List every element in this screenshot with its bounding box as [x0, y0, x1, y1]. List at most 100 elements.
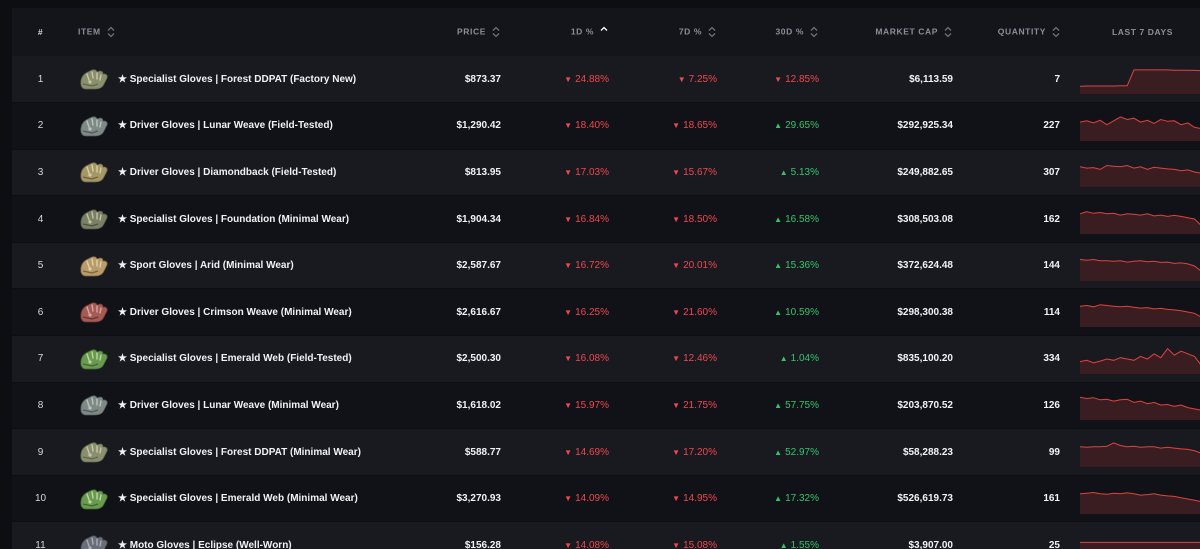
item-cell[interactable]: ★ Specialist Gloves | Emerald Web (Minim…: [69, 475, 394, 522]
header-market-cap[interactable]: MARKET CAP: [819, 8, 953, 56]
item-cell[interactable]: ★ Driver Gloves | Diamondback (Field-Tes…: [69, 149, 394, 196]
header-item[interactable]: ITEM: [69, 8, 394, 56]
item-cell[interactable]: ★ Specialist Gloves | Forest DDPAT (Fact…: [69, 56, 394, 103]
market-cap-value: $292,925.34: [897, 120, 953, 132]
sparkline-area: [1080, 259, 1200, 281]
header-1d[interactable]: 1D %: [501, 8, 609, 56]
quantity-cell: 162: [953, 195, 1060, 243]
item-cell[interactable]: ★ Specialist Gloves | Emerald Web (Field…: [69, 335, 394, 383]
table-row[interactable]: 3 ★ Driver Gloves | Diamondback (Field-T…: [12, 149, 1200, 196]
down-arrow-icon: ▼: [564, 167, 573, 177]
item-name[interactable]: ★ Driver Gloves | Crimson Weave (Minimal…: [118, 306, 352, 318]
sparkline-area: [1080, 69, 1200, 95]
sparkline-cell: [1060, 335, 1200, 383]
item-name[interactable]: ★ Specialist Gloves | Forest DDPAT (Mini…: [118, 446, 361, 458]
table-row[interactable]: 10 ★ Specialist Gloves | Emerald Web (Mi…: [12, 475, 1200, 522]
item-name[interactable]: ★ Specialist Gloves | Forest DDPAT (Fact…: [118, 73, 357, 85]
market-cap-value: $3,907.00: [908, 539, 954, 549]
header-7d[interactable]: 7D %: [609, 8, 717, 56]
sort-icon[interactable]: [492, 26, 500, 38]
change-30d-cell: ▲ 5.13%: [717, 149, 819, 196]
rank-value: 1: [37, 73, 44, 85]
rank-value: 11: [35, 539, 46, 549]
item-cell[interactable]: ★ Specialist Gloves | Forest DDPAT (Mini…: [69, 428, 394, 476]
change-30d-cell: ▲ 29.65%: [717, 102, 819, 150]
item-name[interactable]: ★ Sport Gloves | Arid (Minimal Wear): [118, 260, 294, 272]
item-cell[interactable]: ★ Driver Gloves | Crimson Weave (Minimal…: [69, 288, 394, 336]
market-cap-value: $58,288.23: [902, 446, 953, 458]
sparkline-line: [1080, 69, 1200, 87]
header-price[interactable]: PRICE: [394, 8, 501, 56]
header-last-7-days: LAST 7 DAYS: [1060, 8, 1200, 56]
header-30d[interactable]: 30D %: [717, 8, 819, 56]
item-cell[interactable]: ★ Moto Gloves | Eclipse (Well-Worn): [69, 521, 394, 549]
item-name[interactable]: ★ Driver Gloves | Lunar Weave (Field-Tes…: [118, 120, 333, 132]
market-cap-cell: $298,300.38: [819, 288, 953, 336]
change-value: 18.65%: [683, 120, 717, 132]
change-value: 20.01%: [683, 260, 717, 272]
price-cell: $588.77: [394, 428, 501, 476]
item-cell[interactable]: ★ Specialist Gloves | Foundation (Minima…: [69, 195, 394, 243]
table-row[interactable]: 8 ★ Driver Gloves | Lunar Weave (Minimal…: [12, 382, 1200, 429]
item-name[interactable]: ★ Specialist Gloves | Emerald Web (Minim…: [118, 493, 358, 505]
sparkline-line: [1080, 258, 1200, 271]
price-value: $2,500.30: [456, 353, 502, 365]
change-value: 14.08%: [575, 539, 609, 549]
item-name[interactable]: ★ Driver Gloves | Diamondback (Field-Tes…: [118, 166, 337, 178]
item-name[interactable]: ★ Driver Gloves | Lunar Weave (Minimal W…: [118, 399, 339, 411]
rank-cell: 10: [12, 475, 69, 522]
table-row[interactable]: 4 ★ Specialist Gloves | Foundation (Mini…: [12, 195, 1200, 243]
sparkline-line: [1080, 304, 1200, 318]
sort-ascending-icon[interactable]: [600, 26, 608, 38]
sort-icon[interactable]: [944, 26, 952, 38]
table-row[interactable]: 9 ★ Specialist Gloves | Forest DDPAT (Mi…: [12, 428, 1200, 476]
quantity-cell: 25: [953, 521, 1060, 549]
item-cell[interactable]: ★ Driver Gloves | Lunar Weave (Minimal W…: [69, 382, 394, 429]
header-quantity[interactable]: QUANTITY: [953, 8, 1060, 56]
market-cap-cell: $58,288.23: [819, 428, 953, 476]
quantity-value: 7: [1054, 73, 1060, 85]
item-name[interactable]: ★ Specialist Gloves | Emerald Web (Field…: [118, 353, 352, 365]
sort-icon[interactable]: [810, 26, 818, 38]
sort-icon[interactable]: [107, 26, 115, 38]
table-row[interactable]: 6 ★ Driver Gloves | Crimson Weave (Minim…: [12, 288, 1200, 336]
change-7d-cell: ▼ 20.01%: [609, 242, 717, 289]
quantity-value: 126: [1043, 399, 1060, 411]
sort-icon[interactable]: [1052, 26, 1060, 38]
item-name[interactable]: ★ Specialist Gloves | Foundation (Minima…: [118, 213, 350, 225]
change-value: 1.04%: [790, 353, 819, 365]
change-value: 14.95%: [683, 493, 717, 505]
change-value: 16.08%: [575, 353, 609, 365]
market-cap-value: $526,619.73: [897, 493, 953, 505]
rank-cell: 8: [12, 382, 69, 429]
rank-value: 9: [37, 446, 44, 458]
quantity-value: 99: [1048, 446, 1060, 458]
sparkline-area: [1080, 442, 1200, 468]
up-arrow-icon: ▲: [774, 400, 783, 410]
item-cell[interactable]: ★ Driver Gloves | Lunar Weave (Field-Tes…: [69, 102, 394, 150]
down-arrow-icon: ▼: [564, 214, 573, 224]
table-row[interactable]: 7 ★ Specialist Gloves | Emerald Web (Fie…: [12, 335, 1200, 383]
item-cell[interactable]: ★ Sport Gloves | Arid (Minimal Wear): [69, 242, 394, 289]
change-value: 18.40%: [575, 120, 609, 132]
change-7d-cell: ▼ 17.20%: [609, 428, 717, 476]
market-cap-cell: $6,113.59: [819, 56, 953, 103]
change-1d-cell: ▼ 18.40%: [501, 102, 609, 150]
change-value: 12.46%: [683, 353, 717, 365]
table-row[interactable]: 5 ★ Sport Gloves | Arid (Minimal Wear) $…: [12, 242, 1200, 289]
table-row[interactable]: 11 ★ Moto Gloves | Eclipse (Well-Worn) $…: [12, 521, 1200, 549]
header-rank: #: [12, 8, 69, 56]
up-arrow-icon: ▲: [774, 447, 783, 457]
sparkline-cell: [1060, 288, 1200, 336]
table-row[interactable]: 2 ★ Driver Gloves | Lunar Weave (Field-T…: [12, 102, 1200, 150]
change-7d-cell: ▼ 18.65%: [609, 102, 717, 150]
sparkline-cell: [1060, 242, 1200, 289]
table-row[interactable]: 1 ★ Specialist Gloves | Forest DDPAT (Fa…: [12, 56, 1200, 103]
rank-value: 10: [34, 493, 47, 505]
sparkline-chart: [1080, 69, 1200, 95]
price-value: $1,904.34: [456, 213, 502, 225]
sort-icon[interactable]: [708, 26, 716, 38]
header-price-label: PRICE: [457, 26, 486, 37]
quantity-cell: 227: [953, 102, 1060, 150]
item-name[interactable]: ★ Moto Gloves | Eclipse (Well-Worn): [118, 539, 292, 549]
